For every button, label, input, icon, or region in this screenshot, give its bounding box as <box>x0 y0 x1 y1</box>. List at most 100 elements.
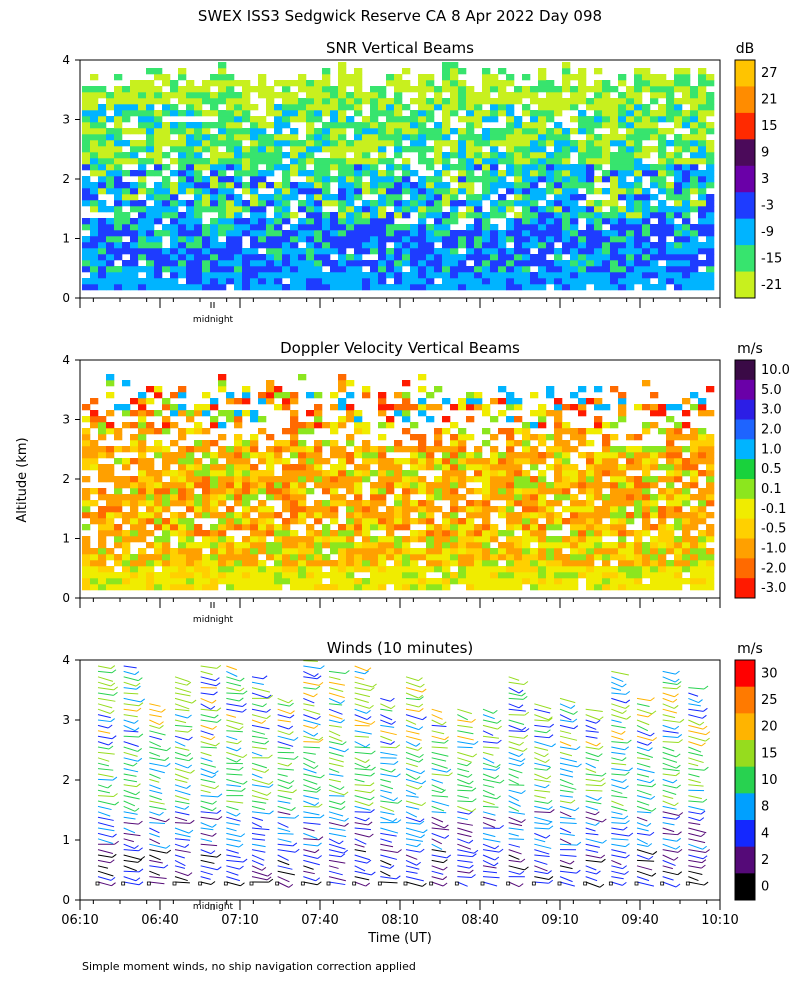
heatmap-cell <box>458 458 467 465</box>
heatmap-cell <box>482 584 491 591</box>
heatmap-cell <box>266 224 275 231</box>
heatmap-cell <box>506 158 515 165</box>
heatmap-cell <box>674 278 683 285</box>
heatmap-cell <box>226 242 235 249</box>
heatmap-cell <box>362 170 371 177</box>
heatmap-cell <box>426 74 435 81</box>
heatmap-cell <box>570 212 579 219</box>
heatmap-cell <box>178 152 187 159</box>
heatmap-cell <box>386 266 395 273</box>
heatmap-cell <box>90 164 99 171</box>
heatmap-cell <box>506 494 515 501</box>
heatmap-cell <box>130 98 139 105</box>
heatmap-cell <box>194 446 203 453</box>
heatmap-cell <box>578 536 587 543</box>
heatmap-cell <box>634 452 643 459</box>
heatmap-cell <box>186 554 195 561</box>
heatmap-cell <box>202 86 211 93</box>
heatmap-cell <box>290 158 299 165</box>
heatmap-cell <box>226 410 235 417</box>
heatmap-cell <box>362 476 371 483</box>
heatmap-cell <box>234 398 243 405</box>
heatmap-cell <box>506 416 515 423</box>
heatmap-cell <box>610 494 619 501</box>
heatmap-cell <box>466 536 475 543</box>
heatmap-cell <box>410 86 419 93</box>
heatmap-cell <box>290 236 299 243</box>
heatmap-cell <box>618 266 627 273</box>
heatmap-cell <box>362 128 371 135</box>
heatmap-cell <box>410 188 419 195</box>
heatmap-cell <box>666 494 675 501</box>
heatmap-cell <box>570 266 579 273</box>
heatmap-cell <box>570 176 579 183</box>
heatmap-cell <box>218 170 227 177</box>
heatmap-cell <box>90 248 99 255</box>
heatmap-cell <box>482 68 491 75</box>
heatmap-cell <box>258 416 267 423</box>
heatmap-cell <box>122 380 131 387</box>
heatmap-cell <box>362 134 371 141</box>
heatmap-cell <box>602 434 611 441</box>
heatmap-cell <box>474 92 483 99</box>
heatmap-cell <box>594 278 603 285</box>
wind-barb-flag <box>268 784 274 788</box>
heatmap-cell <box>466 194 475 201</box>
heatmap-cell <box>514 164 523 171</box>
heatmap-cell <box>626 164 635 171</box>
wind-barb <box>226 773 243 776</box>
heatmap-cell <box>378 398 387 405</box>
heatmap-cell <box>418 446 427 453</box>
heatmap-cell <box>90 488 99 495</box>
heatmap-cell <box>442 566 451 573</box>
heatmap-cell <box>202 236 211 243</box>
heatmap-cell <box>602 482 611 489</box>
wind-barb <box>226 816 241 822</box>
heatmap-cell <box>338 272 347 279</box>
heatmap-cell <box>466 512 475 519</box>
heatmap-cell <box>266 386 275 393</box>
heatmap-cell <box>354 584 363 591</box>
heatmap-cell <box>522 206 531 213</box>
heatmap-cell <box>522 542 531 549</box>
heatmap-cell <box>674 260 683 267</box>
wind-barb <box>97 854 113 858</box>
heatmap-cell <box>666 194 675 201</box>
heatmap-cell <box>226 398 235 405</box>
heatmap-cell <box>578 242 587 249</box>
heatmap-cell <box>98 206 107 213</box>
heatmap-cell <box>234 110 243 117</box>
heatmap-cell <box>538 134 547 141</box>
heatmap-cell <box>498 212 507 219</box>
heatmap-cell <box>666 98 675 105</box>
heatmap-cell <box>642 566 651 573</box>
heatmap-cell <box>650 452 659 459</box>
heatmap-cell <box>154 254 163 261</box>
heatmap-cell <box>522 452 531 459</box>
heatmap-cell <box>322 572 331 579</box>
heatmap-cell <box>346 470 355 477</box>
heatmap-cell <box>170 206 179 213</box>
heatmap-cell <box>586 152 595 159</box>
heatmap-cell <box>90 446 99 453</box>
heatmap-cell <box>162 284 171 291</box>
heatmap-cell <box>546 80 555 87</box>
heatmap-cell <box>114 104 123 111</box>
heatmap-cell <box>218 410 227 417</box>
heatmap-cell <box>330 284 339 291</box>
heatmap-cell <box>698 578 707 585</box>
heatmap-cell <box>394 548 403 555</box>
heatmap-cell <box>218 266 227 273</box>
heatmap-cell <box>354 194 363 201</box>
heatmap-cell <box>402 182 411 189</box>
heatmap-cell <box>170 422 179 429</box>
heatmap-cell <box>690 392 699 399</box>
heatmap-cell <box>434 104 443 111</box>
heatmap-cell <box>658 128 667 135</box>
heatmap-cell <box>186 158 195 165</box>
heatmap-cell <box>690 164 699 171</box>
heatmap-cell <box>194 170 203 177</box>
heatmap-cell <box>282 212 291 219</box>
